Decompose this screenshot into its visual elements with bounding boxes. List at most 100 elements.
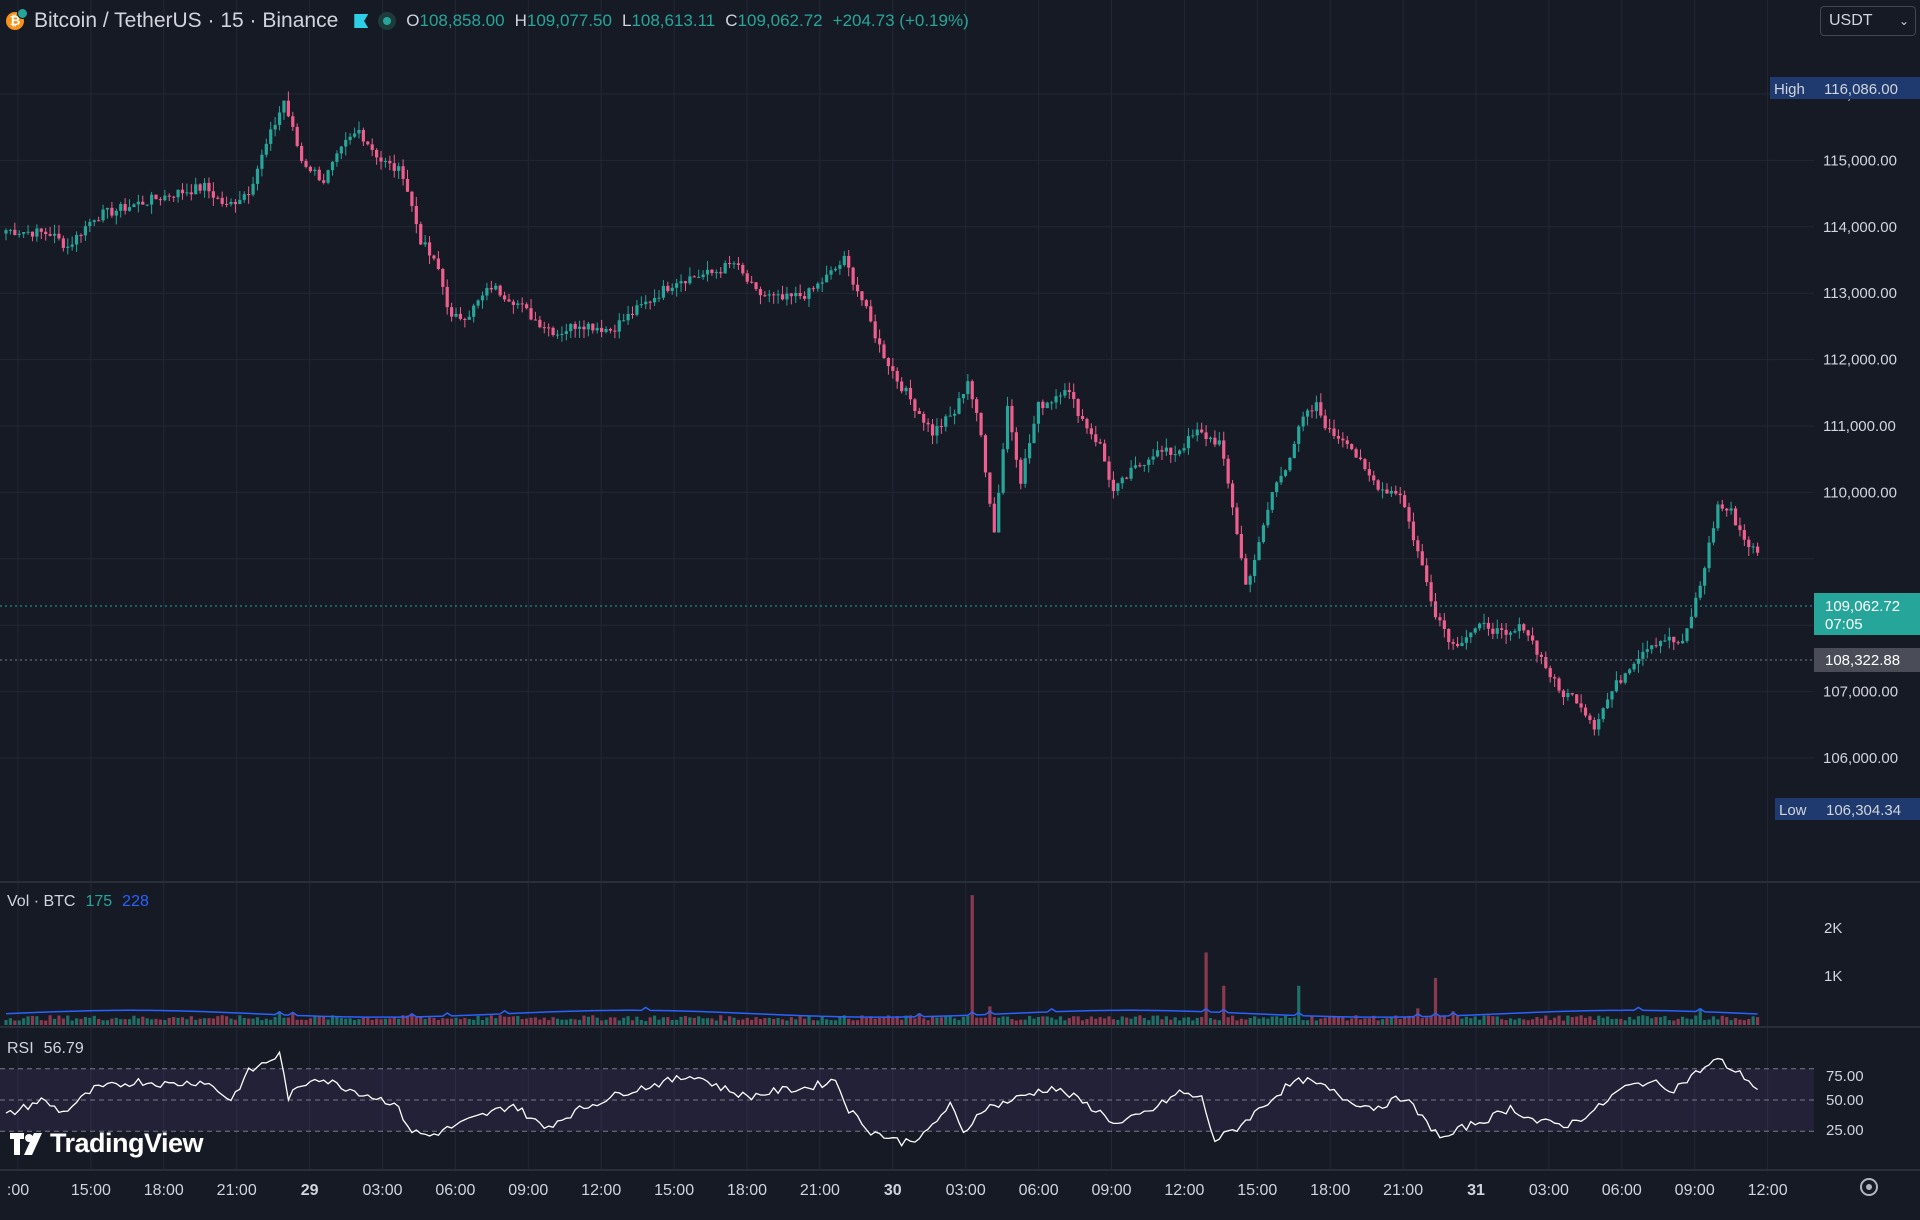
volume-bar [48,1015,52,1025]
candle-body [1186,436,1191,449]
volume-bar [1711,1016,1716,1025]
volume-bar [538,1019,542,1025]
candle-body [1350,444,1354,450]
price-tick-label: 107,000.00 [1823,684,1898,701]
candle-body [1045,402,1049,409]
candle-body [198,184,202,191]
volume-bar [119,1019,123,1025]
volume-bar [807,1015,811,1025]
candle-body [1085,418,1089,429]
candle-body [811,288,816,290]
time-axis-ticks: :00 15:00 18:00 21:00 29 03:00 06:00 09:00 12:00… [7,1182,1788,1199]
candle-body [57,233,61,239]
candle-body [1358,457,1363,460]
candle-body [13,229,17,235]
flag-icon[interactable] [354,14,369,28]
volume-bar [1530,1019,1535,1025]
candle-body [1597,719,1601,730]
volume-bar [1235,1020,1239,1025]
volume-bar [269,1019,273,1025]
volume-bar [1341,1017,1345,1025]
volume-bar [719,1015,723,1025]
volume-bar [569,1018,573,1025]
candle-body [295,126,299,146]
volume-bar [260,1020,264,1025]
volume-bar [1500,1019,1504,1025]
volume-bar [992,1017,996,1025]
volume-bar [688,1017,692,1025]
volume-bar [1208,1018,1213,1025]
ohlc-values: O108,858.00 H109,077.50 L108,613.11 C109… [406,11,968,31]
candle-body [1178,450,1182,455]
volume-bar [873,1018,877,1025]
volume-bar [772,1018,776,1025]
symbol-title[interactable]: Bitcoin / TetherUS · 15 · Binance [34,9,339,32]
volume-bar [1707,1019,1711,1025]
volume-bar [1579,1015,1583,1025]
currency-selector[interactable]: USDT ⌄ [1820,6,1916,36]
volume-bar [1138,1015,1142,1025]
candle-body [273,124,277,130]
volume-bar [326,1019,330,1025]
volume-bar [666,1017,670,1025]
volume-bar [1495,1016,1499,1025]
volume-bar [820,1016,824,1025]
volume-bar [194,1019,198,1025]
candle-body [105,207,110,210]
volume-bar [1451,1011,1455,1025]
volume-bar [242,1017,246,1025]
candle-body [560,333,564,335]
candle-body [1566,692,1570,698]
volume-bar [582,1015,586,1025]
volume-bar [776,1018,780,1025]
candle-body [176,189,180,198]
volume-bar [30,1015,35,1025]
candle-body [1575,694,1579,704]
volume-bar [1742,1020,1746,1025]
volume-bar [648,1017,652,1025]
volume-bar [639,1019,643,1025]
volume-bar [1288,1017,1292,1025]
candle-body [666,285,670,291]
volume-bar [838,1016,842,1025]
candle-body [1407,507,1411,522]
candle-body [511,301,515,305]
volume-bar [970,895,974,1025]
settings-icon[interactable] [1860,1178,1878,1196]
volume-bar [167,1017,171,1025]
candle-body [247,194,251,196]
candle-body [661,285,665,298]
candle-body [1707,542,1711,569]
volume-bar [913,1018,917,1025]
candle-body [167,195,171,197]
volume-bar [573,1019,577,1025]
candle-body [1429,582,1433,602]
volume-bar [1486,1015,1491,1025]
volume-bar [1244,1019,1248,1025]
candle-body [1067,390,1071,393]
volume-bar [397,1018,401,1025]
volume-bar [525,1018,529,1025]
volume-bar [1027,1015,1032,1025]
volume-bar [516,1015,520,1025]
candle-body [26,231,30,233]
candle-body [1711,528,1716,543]
volume-bar [1416,1008,1420,1025]
time-tick-label: 03:00 [362,1182,402,1199]
volume-bar [1667,1020,1671,1025]
volume-bar [732,1017,736,1025]
volume-bar [1248,1018,1252,1025]
volume-bar [600,1020,604,1025]
candle-body [723,263,727,274]
candle-body [555,334,560,336]
market-status-icon[interactable] [378,12,397,30]
rsi-path [5,1050,1758,1147]
tradingview-logo[interactable]: TradingView [10,1128,204,1159]
volume-axis-ticks: 2K 1K [1824,920,1842,985]
volume-bar [622,1017,626,1025]
candle-body [1367,469,1371,476]
candle-body [1729,508,1733,511]
volume-bar [1147,1020,1151,1025]
volume-label: Vol · BTC [7,893,76,910]
